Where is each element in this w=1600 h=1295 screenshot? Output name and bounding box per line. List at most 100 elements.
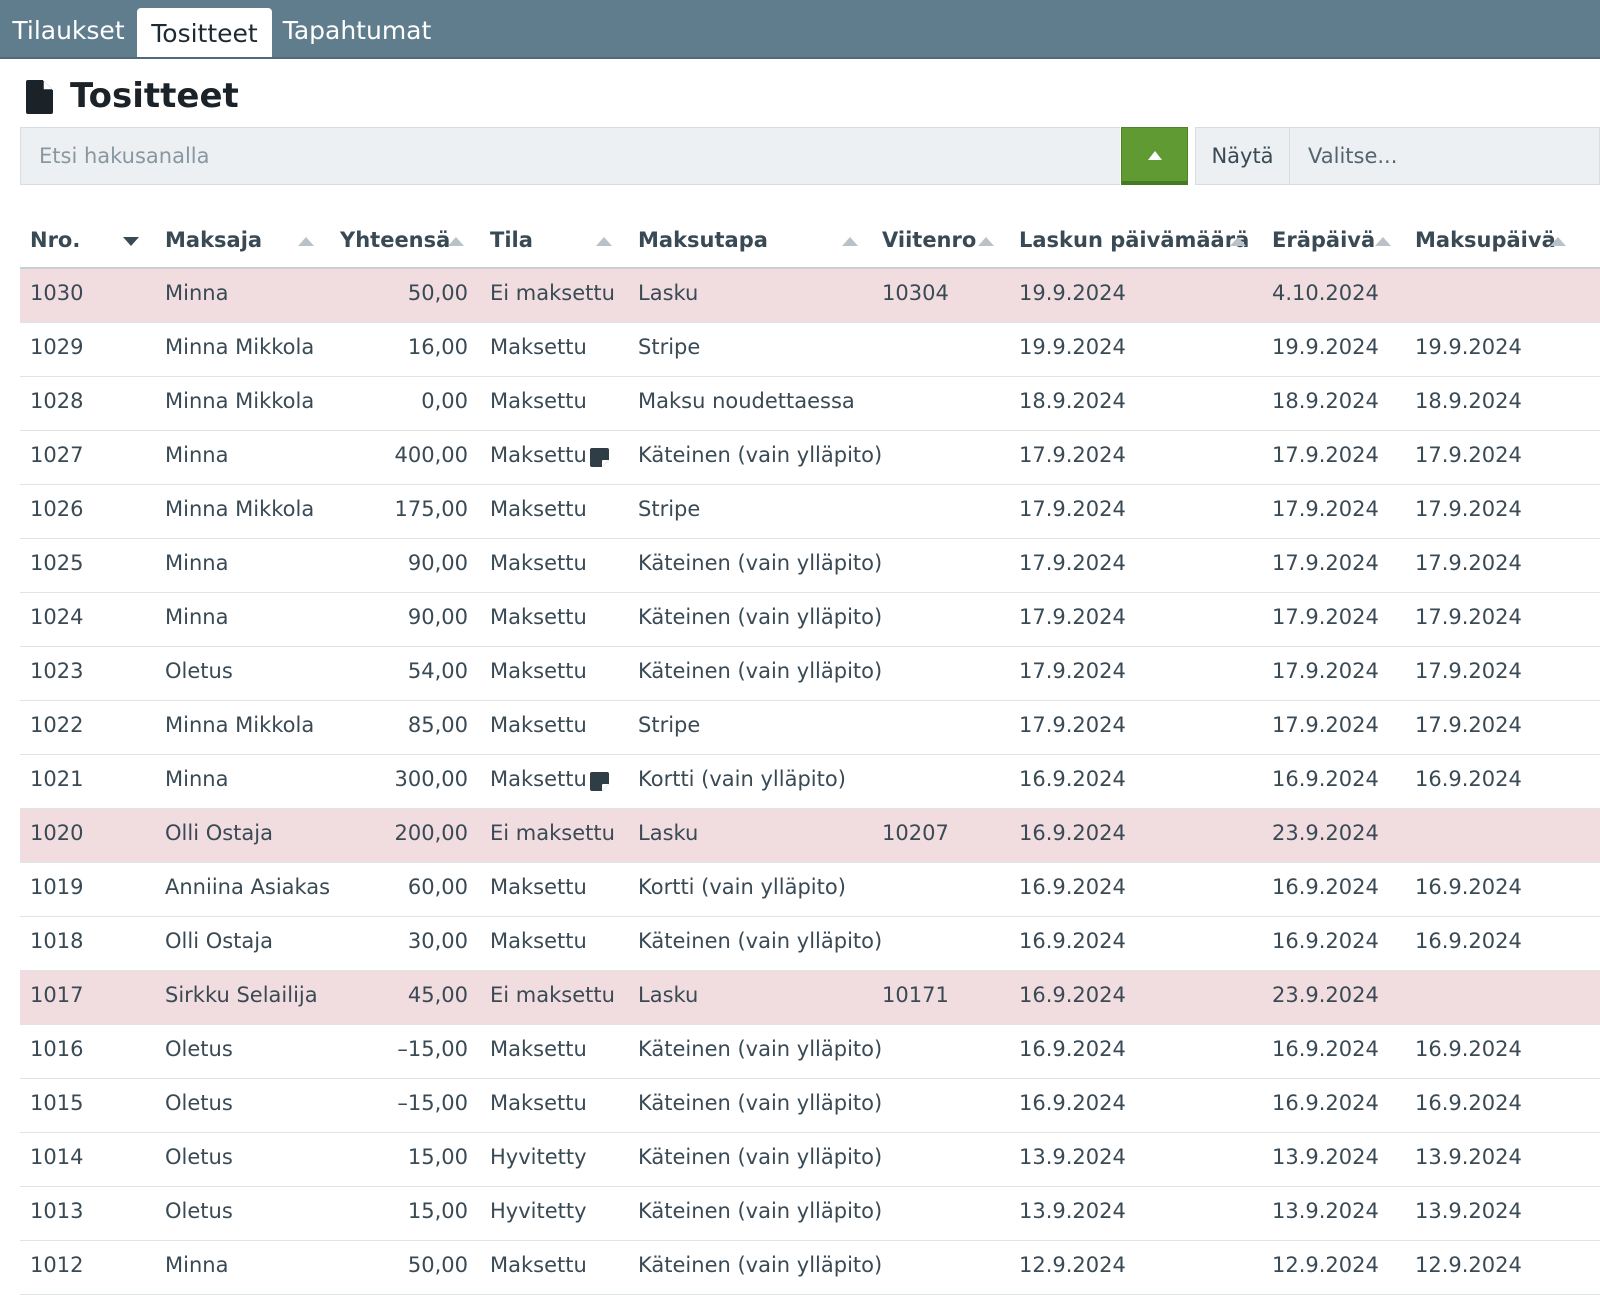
cell-maksupaiva: 13.9.2024 (1415, 1145, 1522, 1169)
table-row[interactable]: 1029 Minna Mikkola 16,00 Maksettu Stripe 19.9… (20, 323, 1600, 377)
cell-maksutapa: Kortti (vain ylläpito) (638, 875, 846, 899)
cell-laskun-paivamaara: 18.9.2024 (1019, 389, 1126, 413)
table-row[interactable]: 1021 Minna 300,00 Maksettu Kortti (vain yllä… (20, 755, 1600, 809)
table-row[interactable]: 1024 Minna 90,00 Maksettu Käteinen (vain yll… (20, 593, 1600, 647)
cell-yhteensa: 15,00 (407, 1145, 468, 1169)
cell-maksutapa: Lasku (638, 821, 699, 845)
cell-laskun-paivamaara: 13.9.2024 (1019, 1199, 1126, 1223)
cell-erapaiva: 13.9.2024 (1272, 1145, 1379, 1169)
cell-maksutapa: Käteinen (vain ylläpito) (638, 929, 883, 953)
cell-erapaiva: 16.9.2024 (1272, 929, 1379, 953)
sort-asc-icon[interactable] (596, 237, 612, 246)
cell-yhteensa: 90,00 (407, 551, 468, 575)
cell-maksutapa: Käteinen (vain ylläpito) (638, 605, 883, 629)
table-row[interactable]: 1019 Anniina Asiakas 60,00 Maksettu Kortti (… (20, 863, 1600, 917)
tab-tositteet[interactable]: Tositteet (137, 8, 272, 57)
header-maksutapa[interactable]: Maksutapa (638, 228, 768, 252)
table-row[interactable]: 1028 Minna Mikkola 0,00 Maksettu Maksu noude… (20, 377, 1600, 431)
header-maksupaiva[interactable]: Maksupäivä (1415, 228, 1556, 252)
table-row[interactable]: 1014 Oletus 15,00 Hyvitetty Käteinen (vain y… (20, 1133, 1600, 1187)
cell-laskun-paivamaara: 13.9.2024 (1019, 1145, 1126, 1169)
cell-nro: 1015 (30, 1091, 84, 1115)
sort-desc-icon[interactable] (123, 237, 139, 246)
cell-yhteensa: 50,00 (407, 281, 468, 305)
cell-tila: Maksettu (490, 443, 587, 467)
table-row[interactable]: 1030 Minna 50,00 Ei maksettu Lasku 10304 19.9.… (20, 269, 1600, 323)
cell-maksutapa: Käteinen (vain ylläpito) (638, 551, 883, 575)
cell-maksaja: Minna (165, 551, 229, 575)
collapse-search-button[interactable] (1121, 127, 1188, 185)
sort-asc-icon[interactable] (1550, 237, 1566, 246)
table-row[interactable]: 1027 Minna 400,00 Maksettu Käteinen (vain yl… (20, 431, 1600, 485)
cell-maksupaiva: 12.9.2024 (1415, 1253, 1522, 1277)
cell-yhteensa: 45,00 (407, 983, 468, 1007)
cell-erapaiva: 4.10.2024 (1272, 281, 1379, 305)
cell-maksaja: Minna Mikkola (165, 497, 315, 521)
cell-tila: Maksettu (490, 1037, 587, 1061)
cell-tila: Maksettu (490, 497, 587, 521)
cell-yhteensa: 85,00 (407, 713, 468, 737)
table-row[interactable]: 1012 Minna 50,00 Maksettu Käteinen (vain yll… (20, 1241, 1600, 1295)
cell-maksutapa: Käteinen (vain ylläpito) (638, 1091, 883, 1115)
cell-maksutapa: Lasku (638, 983, 699, 1007)
table-row[interactable]: 1023 Oletus 54,00 Maksettu Käteinen (vain yl… (20, 647, 1600, 701)
vouchers-table: Nro. Maksaja Yhteensä Tila Maksutapa Viitenro… (20, 213, 1600, 1295)
cell-nro: 1016 (30, 1037, 84, 1061)
tab-bar: Tilaukset Tositteet Tapahtumat (0, 0, 1600, 59)
cell-laskun-paivamaara: 17.9.2024 (1019, 713, 1126, 737)
table-row[interactable]: 1015 Oletus –15,00 Maksettu Käteinen (vain y… (20, 1079, 1600, 1133)
note-icon[interactable] (590, 448, 609, 467)
cell-laskun-paivamaara: 19.9.2024 (1019, 281, 1126, 305)
header-tila[interactable]: Tila (490, 228, 533, 252)
cell-nro: 1020 (30, 821, 84, 845)
table-row[interactable]: 1018 Olli Ostaja 30,00 Maksettu Käteinen (va… (20, 917, 1600, 971)
cell-laskun-paivamaara: 16.9.2024 (1019, 1091, 1126, 1115)
table-row[interactable]: 1016 Oletus –15,00 Maksettu Käteinen (vain y… (20, 1025, 1600, 1079)
header-yhteensa[interactable]: Yhteensä (340, 228, 451, 252)
cell-nro: 1014 (30, 1145, 84, 1169)
header-nro[interactable]: Nro. (30, 228, 81, 252)
cell-yhteensa: 50,00 (407, 1253, 468, 1277)
cell-tila: Hyvitetty (490, 1145, 587, 1169)
table-row[interactable]: 1017 Sirkku Selailija 45,00 Ei maksettu Lask… (20, 971, 1600, 1025)
search-field (20, 127, 1120, 185)
cell-maksaja: Minna Mikkola (165, 713, 315, 737)
cell-laskun-paivamaara: 16.9.2024 (1019, 1037, 1126, 1061)
cell-maksupaiva: 17.9.2024 (1415, 497, 1522, 521)
sort-asc-icon[interactable] (298, 237, 314, 246)
sort-asc-icon[interactable] (978, 237, 994, 246)
table-row[interactable]: 1026 Minna Mikkola 175,00 Maksettu Stripe 17.… (20, 485, 1600, 539)
show-select[interactable]: Valitse... (1290, 127, 1600, 185)
header-laskun-paivamaara[interactable]: Laskun päivämäärä (1019, 228, 1250, 252)
cell-maksupaiva: 13.9.2024 (1415, 1199, 1522, 1223)
header-viitenro[interactable]: Viitenro (882, 228, 977, 252)
sort-asc-icon[interactable] (1375, 237, 1391, 246)
cell-nro: 1013 (30, 1199, 84, 1223)
cell-maksutapa: Käteinen (vain ylläpito) (638, 443, 883, 467)
cell-nro: 1029 (30, 335, 84, 359)
table-row[interactable]: 1025 Minna 90,00 Maksettu Käteinen (vain yll… (20, 539, 1600, 593)
search-input[interactable] (21, 128, 1120, 184)
sort-asc-icon[interactable] (842, 237, 858, 246)
tab-tapahtumat[interactable]: Tapahtumat (282, 16, 432, 45)
cell-erapaiva: 16.9.2024 (1272, 1091, 1379, 1115)
header-erapaiva[interactable]: Eräpäivä (1272, 228, 1376, 252)
sort-asc-icon[interactable] (448, 237, 464, 246)
cell-yhteensa: 15,00 (407, 1199, 468, 1223)
cell-maksutapa: Käteinen (vain ylläpito) (638, 1253, 883, 1277)
cell-viitenro: 10207 (882, 821, 949, 845)
sort-asc-icon[interactable] (1230, 237, 1246, 246)
header-maksaja[interactable]: Maksaja (165, 228, 263, 252)
cell-laskun-paivamaara: 19.9.2024 (1019, 335, 1126, 359)
note-icon[interactable] (590, 772, 609, 791)
table-row[interactable]: 1013 Oletus 15,00 Hyvitetty Käteinen (vain y… (20, 1187, 1600, 1241)
cell-erapaiva: 16.9.2024 (1272, 1037, 1379, 1061)
table-row[interactable]: 1022 Minna Mikkola 85,00 Maksettu Stripe 17.9… (20, 701, 1600, 755)
cell-yhteensa: 200,00 (394, 821, 468, 845)
table-row[interactable]: 1020 Olli Ostaja 200,00 Ei maksettu Lasku 102… (20, 809, 1600, 863)
tab-tilaukset[interactable]: Tilaukset (12, 16, 125, 45)
cell-maksaja: Minna (165, 767, 229, 791)
cell-laskun-paivamaara: 16.9.2024 (1019, 875, 1126, 899)
cell-erapaiva: 23.9.2024 (1272, 821, 1379, 845)
cell-tila: Maksettu (490, 335, 587, 359)
